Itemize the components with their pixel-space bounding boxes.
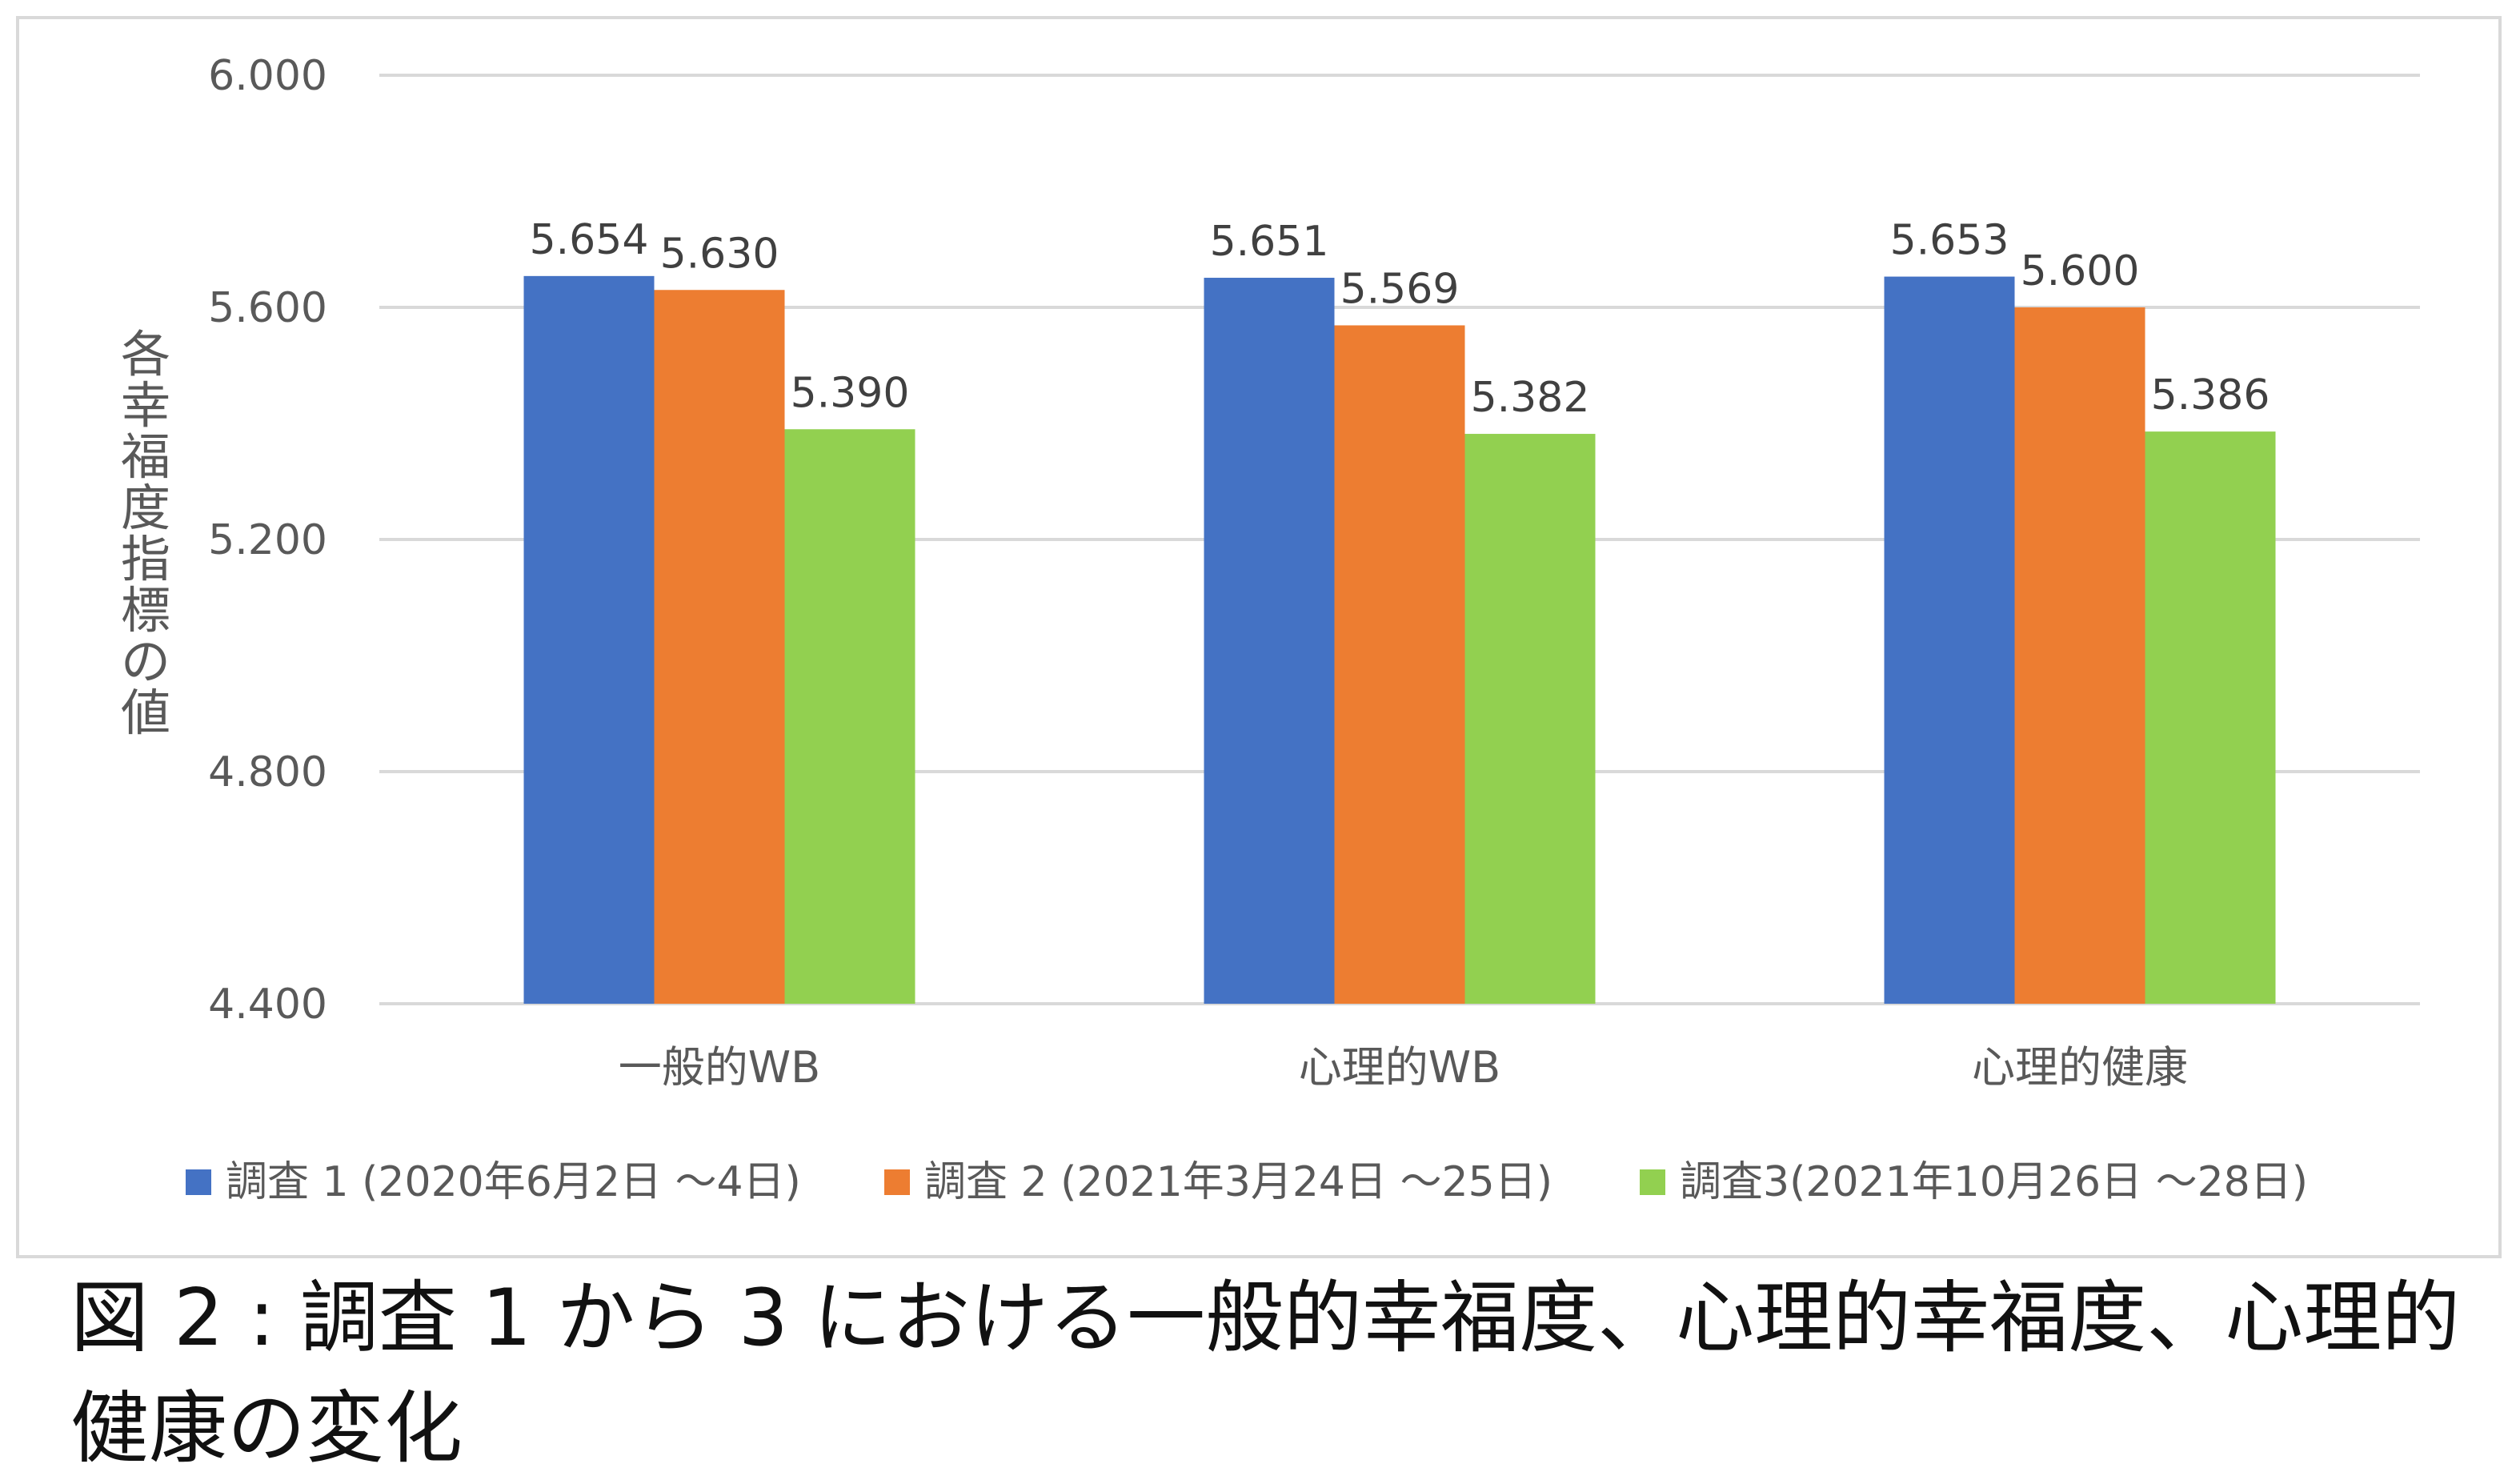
y-axis-ticks: 4.400 4.800 5.200 5.600 6.000 — [208, 52, 327, 1029]
bar-1-2 — [1464, 434, 1596, 1004]
bar-1-0 — [1204, 278, 1335, 1004]
bar-2-1 — [2014, 307, 2145, 1004]
category-label-0: 一般的WB — [619, 1042, 820, 1093]
data-label-0-1: 5.630 — [660, 230, 779, 278]
y-axis-label-char-3: 度 — [121, 479, 170, 537]
x-axis-categories: 一般的WB 心理的WB 心理的健康 — [619, 1042, 2188, 1093]
bar-0-1 — [654, 290, 785, 1004]
legend-label-0: 調査 1 (2020年6月2日 〜4日) — [226, 1158, 801, 1206]
y-tick-label-0: 4.400 — [208, 981, 327, 1029]
chart-frame: 4.400 4.800 5.200 5.600 6.000 5.654 5.630 5.39… — [16, 16, 2502, 1258]
legend: 調査 1 (2020年6月2日 〜4日) 調査 2 (2021年3月24日 〜25… — [186, 1158, 2308, 1206]
bar-2-2 — [2145, 431, 2276, 1004]
legend-label-1: 調査 2 (2021年3月24日 〜25日) — [924, 1158, 1552, 1206]
y-axis-label-char-2: 福 — [121, 427, 170, 486]
data-label-0-2: 5.390 — [791, 369, 910, 417]
data-label-0-0: 5.654 — [530, 216, 649, 264]
data-label-2-0: 5.653 — [1890, 217, 2009, 265]
legend-swatch-1 — [884, 1169, 910, 1195]
data-label-1-0: 5.651 — [1210, 218, 1329, 266]
bar-2-0 — [1884, 276, 2015, 1004]
data-label-1-1: 5.569 — [1340, 265, 1460, 313]
legend-label-2: 調査3(2021年10月26日 〜28日) — [1680, 1158, 2308, 1206]
bars — [523, 275, 2276, 1005]
bar-chart: 4.400 4.800 5.200 5.600 6.000 5.654 5.630 5.39… — [121, 52, 2420, 1206]
y-axis-label-char-1: 幸 — [121, 376, 170, 435]
y-tick-label-4: 6.000 — [208, 52, 327, 100]
bar-0-2 — [784, 429, 915, 1004]
data-label-2-1: 5.600 — [2021, 247, 2140, 295]
y-axis-label-char-4: 指 — [121, 530, 170, 588]
bar-1-1 — [1334, 325, 1465, 1005]
y-tick-label-1: 4.800 — [208, 748, 327, 796]
y-axis-label-char-5: 標 — [121, 581, 170, 640]
category-label-1: 心理的WB — [1299, 1042, 1500, 1093]
y-tick-label-3: 5.600 — [208, 284, 327, 332]
bar-0-0 — [523, 275, 655, 1005]
data-label-2-2: 5.386 — [2151, 371, 2270, 419]
y-axis-label-char-0: 各 — [121, 325, 170, 383]
y-axis-label-char-6: の — [121, 632, 170, 691]
y-tick-label-2: 5.200 — [208, 516, 327, 564]
legend-swatch-2 — [1640, 1169, 1665, 1195]
category-label-2: 心理的健康 — [1972, 1042, 2188, 1093]
y-axis-label-char-7: 値 — [121, 684, 170, 742]
data-label-1-2: 5.382 — [1471, 374, 1590, 422]
legend-swatch-0 — [186, 1169, 211, 1195]
figure-caption: 図 2 : 調査 1 から 3 における一般的幸福度、心理的幸福度、心理的健康の… — [70, 1273, 2461, 1474]
